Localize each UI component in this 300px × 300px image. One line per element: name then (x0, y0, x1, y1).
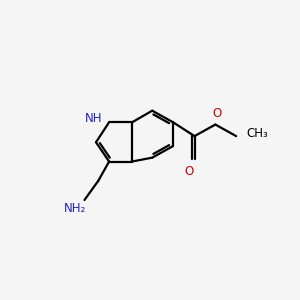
Text: NH: NH (85, 112, 102, 125)
Text: NH₂: NH₂ (64, 202, 86, 214)
Text: O: O (184, 165, 194, 178)
Text: O: O (212, 107, 221, 120)
Text: CH₃: CH₃ (246, 127, 268, 140)
